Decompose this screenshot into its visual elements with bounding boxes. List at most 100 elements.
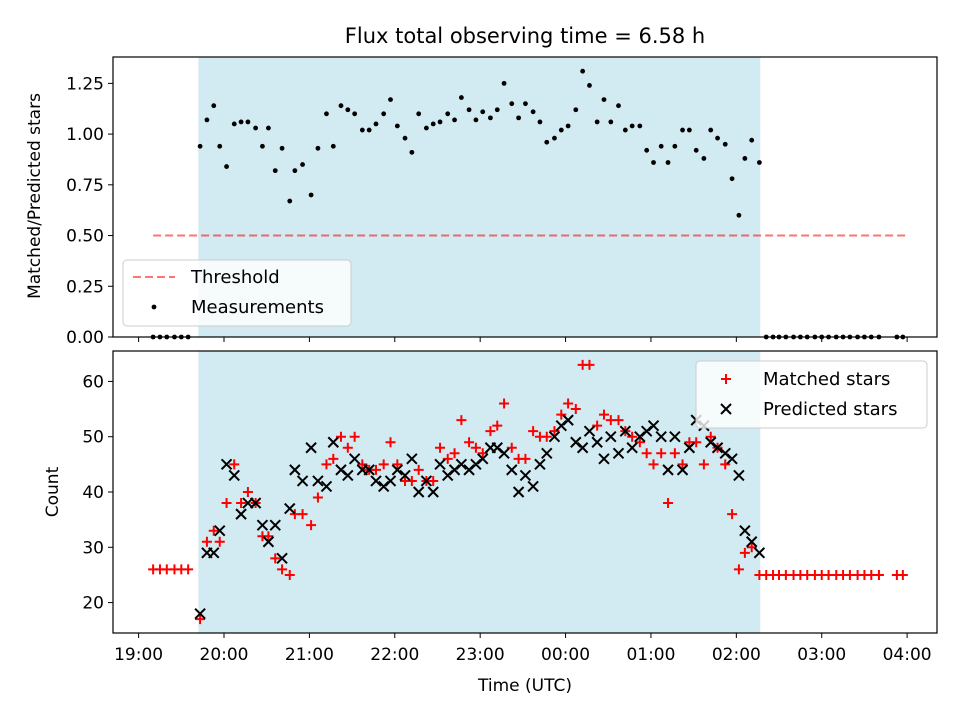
data-point — [501, 80, 507, 86]
data-point — [435, 442, 446, 453]
data-point — [637, 123, 643, 129]
data-point — [897, 569, 908, 580]
legend-threshold-label: Threshold — [190, 267, 280, 288]
data-point — [701, 156, 707, 161]
data-point — [512, 486, 525, 498]
data-point — [663, 498, 674, 509]
data-point — [284, 569, 295, 580]
data-point — [312, 492, 323, 503]
data-point — [499, 398, 510, 409]
legend: Matched stars Predicted stars — [695, 360, 928, 429]
data-point — [231, 121, 237, 127]
data-point — [296, 475, 309, 487]
data-point — [583, 425, 596, 437]
data-point — [342, 469, 354, 482]
data-point — [434, 458, 446, 471]
data-point — [509, 101, 515, 107]
data-point — [651, 160, 656, 165]
legend-measurements-swatch — [151, 304, 157, 310]
x-tick-label: 23:00 — [456, 645, 505, 665]
data-point — [658, 143, 664, 149]
axes-frame — [112, 56, 938, 338]
data-point — [528, 426, 539, 437]
data-point — [394, 123, 400, 129]
data-point — [284, 502, 296, 515]
legend-predicted-swatch — [720, 403, 732, 415]
y-tick-label: 0.75 — [66, 176, 104, 196]
axes-frame — [112, 350, 938, 634]
data-point — [641, 448, 652, 459]
bottom-y-axis-label: Count — [43, 466, 63, 517]
data-point — [598, 409, 609, 420]
data-point — [516, 115, 521, 121]
data-point — [629, 123, 635, 129]
data-point — [488, 115, 493, 121]
data-point — [584, 359, 595, 370]
data-point — [260, 143, 265, 149]
data-point — [409, 149, 415, 155]
data-point — [556, 409, 567, 420]
data-point — [214, 536, 225, 547]
data-point — [549, 426, 560, 437]
data-point — [523, 101, 528, 107]
data-point — [428, 475, 439, 486]
data-point — [742, 156, 748, 161]
legend-matched-label: Matched stars — [763, 369, 890, 390]
data-point — [627, 431, 638, 442]
data-point — [498, 447, 510, 460]
data-point — [644, 147, 650, 153]
data-point — [256, 519, 269, 531]
data-point — [228, 469, 240, 482]
data-point — [480, 109, 486, 115]
data-point — [715, 135, 720, 141]
data-point — [292, 168, 298, 174]
data-point — [300, 162, 305, 167]
data-point — [736, 212, 742, 218]
data-point — [686, 127, 692, 133]
data-point — [253, 125, 258, 131]
data-point — [392, 459, 403, 470]
data-point — [648, 459, 659, 470]
data-point — [249, 497, 262, 509]
data-point — [598, 453, 610, 465]
data-point — [506, 464, 518, 476]
data-point — [541, 447, 553, 460]
x-tick-label: 21:00 — [285, 645, 334, 665]
data-point — [388, 97, 393, 103]
data-point — [423, 125, 429, 131]
data-point — [485, 426, 496, 437]
data-point — [616, 103, 621, 109]
data-point — [530, 109, 536, 115]
data-point — [235, 508, 247, 520]
data-point — [391, 464, 404, 476]
x-tick-label: 22:00 — [370, 645, 419, 665]
data-point — [266, 125, 271, 131]
data-point — [270, 553, 281, 564]
y-tick-label: 1.00 — [66, 125, 104, 145]
data-point — [330, 143, 336, 149]
top-y-axis-label: Matched/Predicted stars — [25, 93, 45, 299]
data-point — [669, 430, 681, 443]
data-point — [613, 415, 624, 426]
data-point — [494, 107, 500, 113]
data-point — [279, 145, 285, 151]
data-point — [708, 127, 714, 133]
data-point — [527, 480, 539, 493]
legend-predicted-label: Predicted stars — [763, 399, 897, 420]
data-point — [558, 127, 564, 133]
data-point — [220, 458, 233, 471]
data-point — [211, 103, 217, 109]
data-point — [320, 480, 333, 493]
data-point — [348, 453, 361, 465]
data-point — [194, 607, 206, 620]
data-point — [594, 119, 600, 125]
data-point — [306, 520, 317, 531]
data-point — [412, 486, 425, 498]
data-point — [677, 459, 688, 470]
data-point — [236, 498, 247, 509]
data-point — [324, 111, 329, 117]
data-point — [272, 168, 278, 174]
data-point — [656, 448, 667, 459]
data-point — [605, 430, 617, 443]
